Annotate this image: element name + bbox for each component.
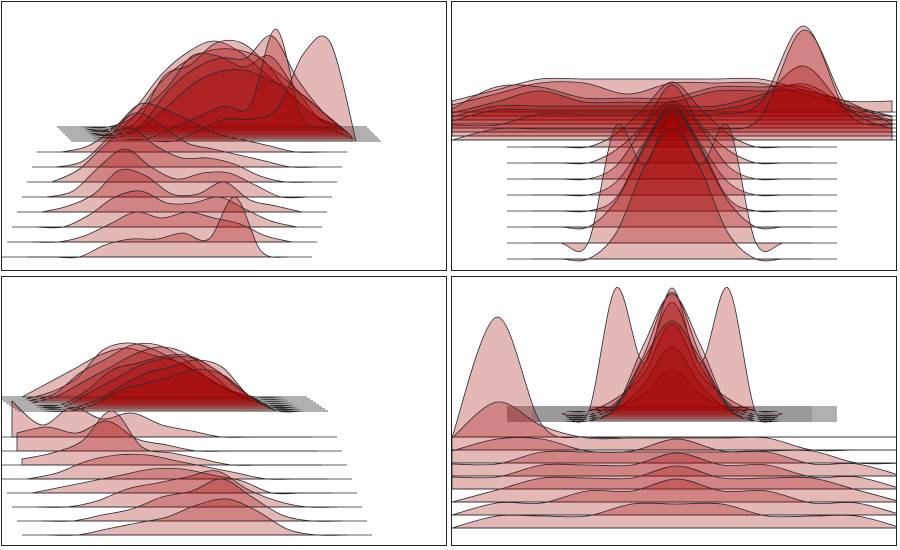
ridge xyxy=(31,211,293,243)
ridge xyxy=(81,48,343,129)
ridge xyxy=(452,401,896,452)
ridge xyxy=(531,109,812,230)
chart xyxy=(2,28,381,259)
ridge xyxy=(452,65,893,133)
panel xyxy=(451,1,897,271)
ridge xyxy=(31,467,332,495)
chart xyxy=(2,342,372,536)
ridge xyxy=(452,465,896,503)
panel xyxy=(1,276,447,546)
ridge xyxy=(21,347,283,398)
ridge xyxy=(27,342,289,402)
ridge xyxy=(532,291,812,419)
ridge xyxy=(41,168,303,213)
ridge xyxy=(93,28,355,141)
ridge xyxy=(27,196,288,259)
ridge xyxy=(85,39,347,133)
ridge xyxy=(532,287,812,423)
ridge xyxy=(41,478,343,522)
ridge xyxy=(61,102,323,153)
chart xyxy=(452,287,896,529)
ridge xyxy=(46,148,308,199)
ridge xyxy=(452,452,896,490)
chart xyxy=(452,25,896,262)
ridge xyxy=(452,84,893,121)
ridge xyxy=(452,77,893,113)
ridge xyxy=(532,81,812,149)
ridge xyxy=(452,478,896,516)
ridge xyxy=(531,100,812,181)
ridge xyxy=(531,128,812,262)
ridge xyxy=(532,323,812,413)
ridge xyxy=(21,410,322,466)
ridge xyxy=(46,498,348,536)
ridge xyxy=(532,293,812,421)
ridge xyxy=(532,106,812,213)
ridge xyxy=(452,502,896,529)
ridge xyxy=(452,29,893,141)
ridge xyxy=(89,35,352,137)
ridge xyxy=(26,453,327,480)
ridge xyxy=(51,127,313,183)
ridge xyxy=(83,40,345,132)
ridge xyxy=(56,112,318,168)
ridge xyxy=(532,84,812,165)
ridge xyxy=(87,52,350,136)
ridge xyxy=(532,369,812,409)
ridge xyxy=(452,83,893,129)
ridge xyxy=(11,400,312,438)
ridge xyxy=(16,420,317,452)
ridge xyxy=(532,302,812,417)
ridge xyxy=(24,342,286,400)
ridge xyxy=(42,368,304,413)
ridge xyxy=(532,320,812,423)
ridge xyxy=(452,25,893,137)
ridge xyxy=(452,437,896,465)
ridge xyxy=(36,470,338,508)
panel xyxy=(451,276,897,546)
ridge xyxy=(532,346,812,412)
ridge xyxy=(96,35,357,143)
ridge xyxy=(36,190,298,229)
ridge xyxy=(532,103,812,197)
ridge xyxy=(532,112,812,252)
panel xyxy=(1,1,447,271)
ridge xyxy=(452,316,896,439)
